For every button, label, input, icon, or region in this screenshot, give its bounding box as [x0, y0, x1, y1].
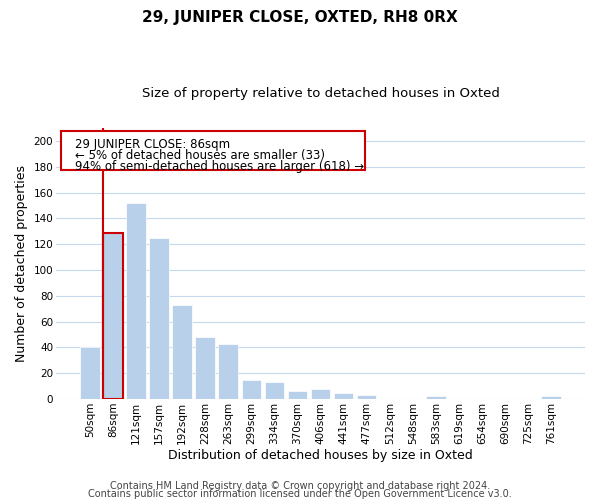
X-axis label: Distribution of detached houses by size in Oxted: Distribution of detached houses by size … — [168, 450, 473, 462]
Title: Size of property relative to detached houses in Oxted: Size of property relative to detached ho… — [142, 88, 499, 101]
Bar — [334, 392, 353, 399]
Bar — [311, 388, 331, 399]
Bar — [172, 305, 192, 399]
Bar — [149, 238, 169, 399]
Text: 94% of semi-detached houses are larger (618) →: 94% of semi-detached houses are larger (… — [74, 160, 364, 173]
Bar — [541, 396, 561, 399]
Bar — [426, 396, 446, 399]
Bar — [242, 380, 261, 399]
FancyBboxPatch shape — [61, 131, 365, 170]
Text: ← 5% of detached houses are smaller (33): ← 5% of detached houses are smaller (33) — [74, 149, 325, 162]
Bar — [218, 344, 238, 399]
Y-axis label: Number of detached properties: Number of detached properties — [15, 165, 28, 362]
Text: 29, JUNIPER CLOSE, OXTED, RH8 0RX: 29, JUNIPER CLOSE, OXTED, RH8 0RX — [142, 10, 458, 25]
Text: Contains public sector information licensed under the Open Government Licence v3: Contains public sector information licen… — [88, 489, 512, 499]
Bar — [357, 395, 376, 399]
Bar — [265, 382, 284, 399]
Bar — [196, 337, 215, 399]
Bar — [80, 348, 100, 399]
Bar — [287, 392, 307, 399]
Bar — [103, 232, 123, 399]
Text: Contains HM Land Registry data © Crown copyright and database right 2024.: Contains HM Land Registry data © Crown c… — [110, 481, 490, 491]
Text: 29 JUNIPER CLOSE: 86sqm: 29 JUNIPER CLOSE: 86sqm — [74, 138, 230, 150]
Bar — [126, 203, 146, 399]
